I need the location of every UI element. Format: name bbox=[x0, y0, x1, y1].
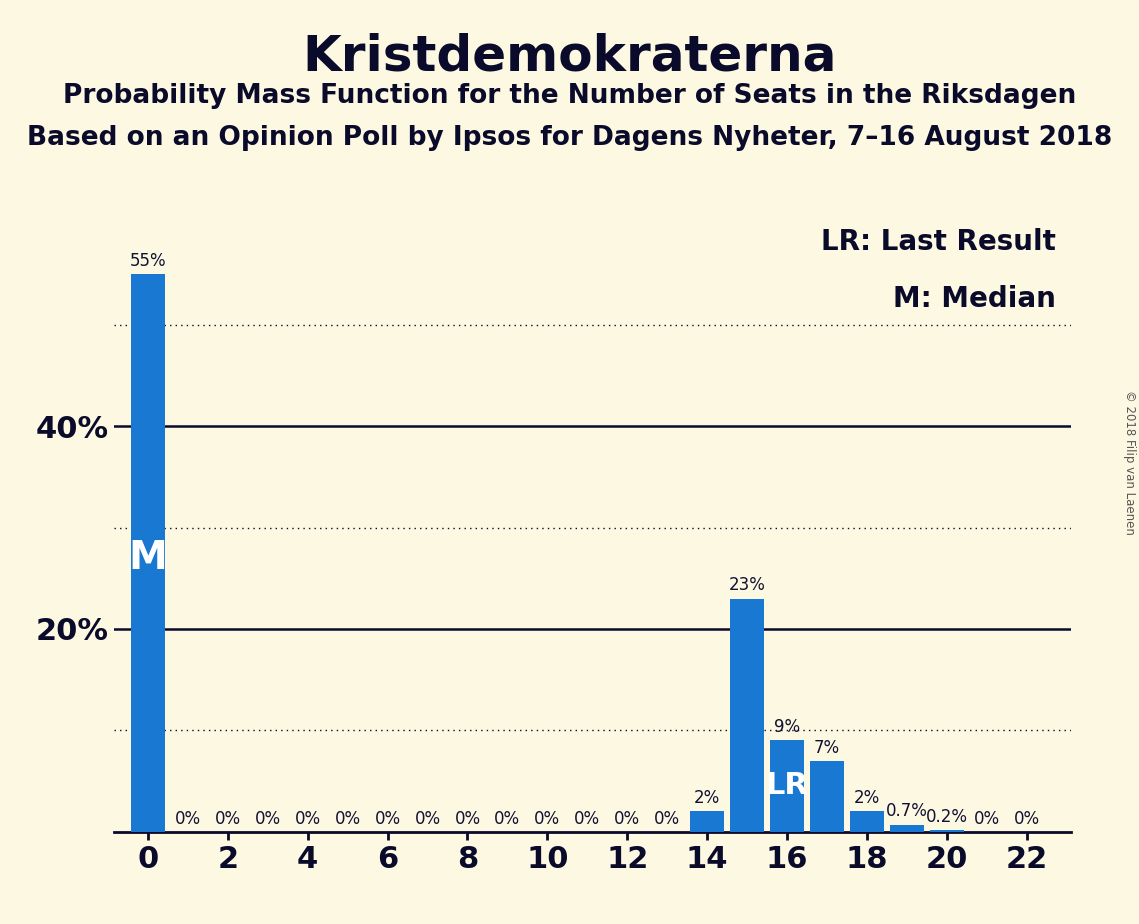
Text: M: Median: M: Median bbox=[893, 285, 1056, 313]
Text: M: M bbox=[129, 539, 167, 577]
Text: 0%: 0% bbox=[454, 809, 481, 828]
Text: Kristdemokraterna: Kristdemokraterna bbox=[302, 32, 837, 80]
Text: 0%: 0% bbox=[1014, 809, 1040, 828]
Text: 0%: 0% bbox=[974, 809, 1000, 828]
Text: 0%: 0% bbox=[494, 809, 521, 828]
Text: 0%: 0% bbox=[574, 809, 600, 828]
Bar bbox=[929, 830, 964, 832]
Text: 0.2%: 0.2% bbox=[926, 808, 968, 825]
Text: 0%: 0% bbox=[415, 809, 441, 828]
Bar bbox=[730, 599, 764, 832]
Text: 0%: 0% bbox=[255, 809, 280, 828]
Text: 7%: 7% bbox=[814, 738, 841, 757]
Bar bbox=[810, 760, 844, 832]
Bar bbox=[890, 824, 924, 832]
Text: 0%: 0% bbox=[214, 809, 240, 828]
Text: © 2018 Filip van Laenen: © 2018 Filip van Laenen bbox=[1123, 390, 1137, 534]
Text: 9%: 9% bbox=[775, 718, 800, 736]
Text: LR: Last Result: LR: Last Result bbox=[821, 228, 1056, 257]
Text: 0%: 0% bbox=[534, 809, 560, 828]
Text: 2%: 2% bbox=[854, 789, 880, 808]
Text: 23%: 23% bbox=[729, 577, 765, 594]
Bar bbox=[131, 274, 165, 832]
Text: 0%: 0% bbox=[375, 809, 401, 828]
Text: 0%: 0% bbox=[295, 809, 321, 828]
Text: 2%: 2% bbox=[694, 789, 720, 808]
Text: 0%: 0% bbox=[335, 809, 361, 828]
Text: LR: LR bbox=[765, 772, 809, 800]
Bar bbox=[770, 740, 804, 832]
Bar bbox=[690, 811, 724, 832]
Text: 0%: 0% bbox=[614, 809, 640, 828]
Text: 55%: 55% bbox=[130, 252, 166, 270]
Text: Probability Mass Function for the Number of Seats in the Riksdagen: Probability Mass Function for the Number… bbox=[63, 83, 1076, 109]
Text: Based on an Opinion Poll by Ipsos for Dagens Nyheter, 7–16 August 2018: Based on an Opinion Poll by Ipsos for Da… bbox=[27, 125, 1112, 151]
Text: 0%: 0% bbox=[654, 809, 680, 828]
Bar bbox=[850, 811, 884, 832]
Text: 0.7%: 0.7% bbox=[886, 802, 928, 821]
Text: 0%: 0% bbox=[174, 809, 200, 828]
